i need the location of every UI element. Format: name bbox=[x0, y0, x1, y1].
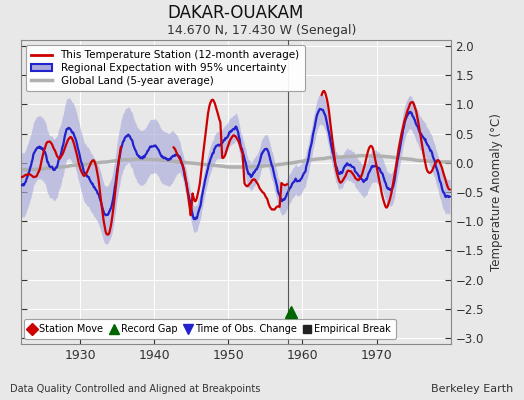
Legend: Station Move, Record Gap, Time of Obs. Change, Empirical Break: Station Move, Record Gap, Time of Obs. C… bbox=[25, 320, 396, 339]
Title: DAKAR-OUAKAM: DAKAR-OUAKAM bbox=[168, 4, 304, 22]
Y-axis label: Temperature Anomaly (°C): Temperature Anomaly (°C) bbox=[489, 113, 503, 271]
Text: Berkeley Earth: Berkeley Earth bbox=[431, 384, 514, 394]
Text: Data Quality Controlled and Aligned at Breakpoints: Data Quality Controlled and Aligned at B… bbox=[10, 384, 261, 394]
Text: 14.670 N, 17.430 W (Senegal): 14.670 N, 17.430 W (Senegal) bbox=[167, 24, 357, 37]
